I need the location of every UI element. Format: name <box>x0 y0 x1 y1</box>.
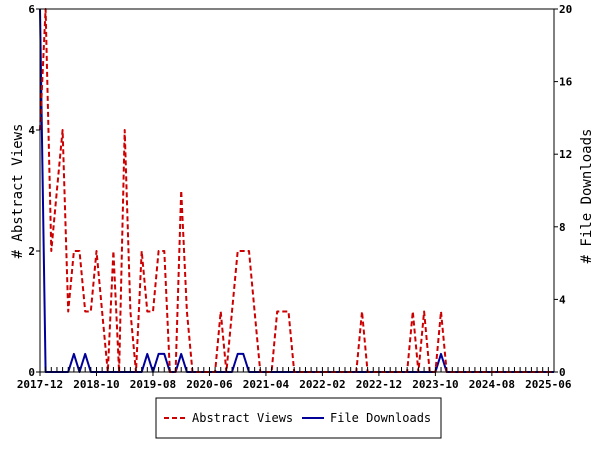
chart-axes: 2017-12 2018-10 2019-08 2020-06 2021-04 2022-… <box>17 3 573 391</box>
x-tick-label: 2024-08 <box>469 378 515 391</box>
legend: Abstract Views File Downloads <box>155 397 442 439</box>
y-left-tick-label: 2 <box>28 245 35 258</box>
legend-label-file-downloads: File Downloads <box>330 411 431 425</box>
y-left-tick-label: 0 <box>28 366 35 379</box>
right-axis-title: # File Downloads <box>579 129 595 264</box>
x-tick-label: 2019-08 <box>130 378 176 391</box>
x-tick-label: 2022-12 <box>356 378 402 391</box>
x-tick-label: 2021-04 <box>243 378 290 391</box>
y-right-tick-label: 20 <box>559 3 572 16</box>
x-tick-label: 2017-12 <box>17 378 63 391</box>
plot-frame <box>39 8 555 373</box>
y-left-tick-label: 4 <box>28 124 35 137</box>
left-axis-title: # Abstract Views <box>10 124 26 259</box>
x-tick-label: 2025-06 <box>525 378 572 391</box>
x-tick-label: 2020-06 <box>186 378 233 391</box>
series-line-abstract-views <box>39 8 554 373</box>
y-right-tick-label: 0 <box>559 366 566 379</box>
legend-label-abstract-views: Abstract Views <box>192 411 293 425</box>
y-right-tick-label: 8 <box>559 221 566 234</box>
x-tick-label: 2023-10 <box>412 378 458 391</box>
y-left-tick-label: 6 <box>28 3 35 16</box>
chart-marks <box>39 8 554 373</box>
y-right-tick-label: 12 <box>559 148 572 161</box>
y-right-tick-label: 4 <box>559 293 566 306</box>
legend-box <box>155 397 442 439</box>
x-tick-label: 2022-02 <box>299 378 345 391</box>
y-right-tick-label: 16 <box>559 76 573 89</box>
x-tick-label: 2018-10 <box>73 378 119 391</box>
